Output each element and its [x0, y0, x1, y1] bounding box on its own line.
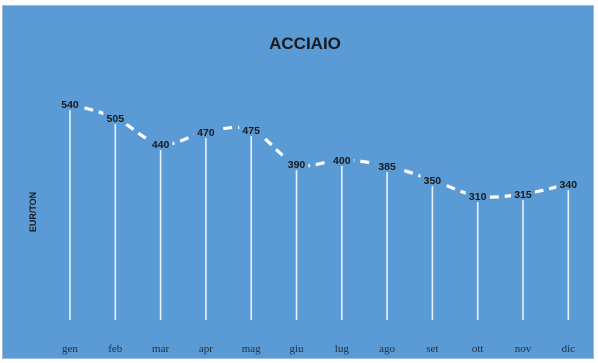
x-tick-mag: mag	[242, 343, 261, 355]
x-tick-ott: ott	[472, 343, 484, 355]
x-tick-dic: dic	[562, 343, 576, 355]
chart-title: ACCIAIO	[269, 34, 341, 53]
x-tick-feb: feb	[108, 343, 123, 355]
x-axis-ticks: gen feb mar apr mag giu lug ago set ott nov dic	[62, 343, 575, 355]
x-tick-apr: apr	[199, 343, 213, 355]
data-label-feb: 505	[107, 113, 125, 125]
data-label-bg-gen	[58, 97, 82, 110]
data-label-bg-dic	[556, 177, 581, 190]
data-label-giu: 390	[288, 159, 306, 171]
data-label-bg-feb	[103, 111, 128, 124]
data-label-bg-ago	[375, 159, 400, 172]
data-label-set: 350	[424, 175, 442, 187]
data-label-ago: 385	[378, 161, 396, 173]
data-label-bg-mar	[148, 137, 173, 150]
data-label-nov: 315	[514, 189, 532, 201]
data-label-gen: 540	[61, 99, 79, 111]
data-label-mag: 475	[242, 125, 260, 137]
data-label-bg-apr	[193, 125, 218, 138]
data-label-bg-lug	[329, 153, 354, 166]
data-label-bg-mag	[239, 123, 264, 136]
series-line	[69, 102, 569, 199]
drop-lines	[69, 110, 570, 320]
data-labels: 540 505 440 470 475 390 400 385 350 310 315 340	[58, 97, 581, 203]
data-label-dic: 340	[560, 179, 578, 191]
chart-area: ACCIAIO EUR/TON 540 505 440 470 475 390 400 385…	[2, 5, 594, 359]
series-line-group	[69, 102, 569, 199]
data-label-bg-giu	[284, 157, 309, 170]
x-tick-ago: ago	[379, 343, 395, 355]
data-label-bg-ott	[465, 189, 490, 202]
data-label-lug: 400	[333, 155, 351, 167]
chart-svg: ACCIAIO EUR/TON 540 505 440 470 475 390 400 385…	[28, 34, 581, 355]
x-tick-giu: giu	[289, 343, 304, 355]
x-tick-gen: gen	[62, 343, 78, 355]
x-tick-set: set	[426, 343, 438, 355]
x-tick-mar: mar	[152, 343, 169, 355]
y-axis-label: EUR/TON	[28, 192, 38, 232]
data-label-ott: 310	[469, 191, 487, 203]
x-tick-lug: lug	[335, 343, 350, 355]
data-label-bg-set	[420, 173, 445, 186]
data-label-mar: 440	[152, 139, 170, 151]
x-tick-nov: nov	[515, 343, 532, 355]
data-label-bg-nov	[511, 187, 535, 200]
data-label-apr: 470	[197, 127, 215, 139]
